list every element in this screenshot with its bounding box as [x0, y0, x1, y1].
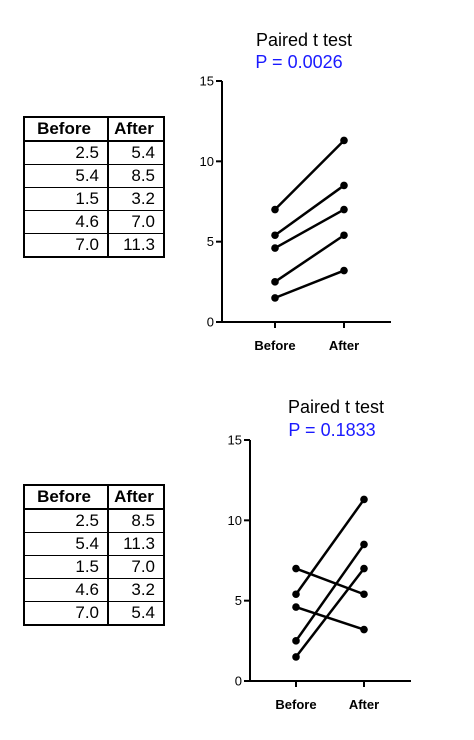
- before-point: [292, 603, 300, 611]
- after-point: [340, 136, 348, 145]
- table-header-before: Before: [23, 116, 109, 142]
- table-cell: 7.0: [107, 555, 165, 579]
- data-table-2: Before After 2.5 8.5 5.4 11.3 1.5 7.0 4.…: [23, 484, 165, 626]
- before-point: [271, 278, 279, 286]
- y-tick-label: 15: [200, 74, 214, 89]
- y-tick-label: 10: [228, 513, 242, 528]
- y-tick-label: 0: [235, 674, 242, 689]
- pair-line: [274, 184, 345, 237]
- pair-line: [294, 543, 366, 642]
- table-header-row: Before After: [23, 484, 165, 510]
- table-row: 1.5 3.2: [23, 187, 165, 211]
- after-point: [340, 205, 348, 214]
- table-header-row: Before After: [23, 116, 165, 142]
- x-tick-label: After: [349, 697, 379, 712]
- y-tick-label: 10: [200, 154, 214, 169]
- before-point: [271, 244, 279, 252]
- before-point: [271, 205, 279, 214]
- table-cell: 1.5: [23, 187, 109, 211]
- after-point: [360, 495, 368, 504]
- before-point: [271, 294, 279, 302]
- before-point: [292, 637, 300, 645]
- table-cell: 7.0: [107, 210, 165, 234]
- pair-line: [274, 139, 345, 211]
- table-row: 7.0 5.4: [23, 601, 165, 626]
- table-cell: 7.0: [23, 233, 109, 258]
- y-tick-label: 5: [207, 234, 214, 249]
- chart-title: Paired t test: [288, 397, 384, 417]
- before-point: [292, 590, 300, 599]
- table-cell: 7.0: [23, 601, 109, 626]
- pair-line: [274, 208, 345, 250]
- y-tick-label: 15: [228, 433, 242, 448]
- x-tick-label: After: [329, 338, 359, 353]
- before-point: [271, 231, 279, 240]
- table-cell: 5.4: [107, 601, 165, 626]
- table-row: 4.6 3.2: [23, 578, 165, 602]
- after-point: [360, 625, 368, 634]
- table-header-after: After: [107, 116, 165, 142]
- y-tick-label: 5: [235, 593, 242, 608]
- table-cell: 4.6: [23, 210, 109, 234]
- table-row: 1.5 7.0: [23, 555, 165, 579]
- before-point: [292, 564, 300, 573]
- pair-line: [294, 498, 366, 595]
- data-table-1: Before After 2.5 5.4 5.4 8.5 1.5 3.2 4.6…: [23, 116, 165, 258]
- y-tick-label: 0: [207, 315, 214, 330]
- paired-chart-1: Paired t test P = 0.0026 0 5 10 15 Before Aft…: [200, 30, 391, 353]
- pair-line: [295, 567, 365, 596]
- after-point: [360, 564, 368, 573]
- table-cell: 11.3: [107, 233, 165, 258]
- chart-title: Paired t test: [256, 30, 352, 50]
- table-cell: 11.3: [107, 532, 165, 556]
- table-row: 2.5 5.4: [23, 140, 165, 165]
- p-value-label: P = 0.1833: [288, 420, 375, 440]
- paired-chart-2: Paired t test P = 0.1833 0 5 10 15 Before Aft…: [228, 397, 411, 712]
- table-cell: 4.6: [23, 578, 109, 602]
- table-header-after: After: [107, 484, 165, 510]
- table-cell: 5.4: [23, 532, 109, 556]
- pair-line: [295, 605, 365, 631]
- table-row: 4.6 7.0: [23, 210, 165, 234]
- table-row: 5.4 11.3: [23, 532, 165, 556]
- pair-line: [274, 269, 345, 300]
- table-cell: 3.2: [107, 187, 165, 211]
- table-header-before: Before: [23, 484, 109, 510]
- after-point: [340, 181, 348, 190]
- before-point: [292, 653, 300, 661]
- table-cell: 1.5: [23, 555, 109, 579]
- table-cell: 3.2: [107, 578, 165, 602]
- table-cell: 2.5: [23, 140, 109, 165]
- after-point: [340, 266, 348, 275]
- pair-line: [295, 567, 365, 658]
- after-point: [360, 590, 368, 599]
- x-tick-label: Before: [275, 697, 316, 712]
- table-row: 7.0 11.3: [23, 233, 165, 258]
- after-point: [340, 231, 348, 240]
- x-tick-label: Before: [254, 338, 295, 353]
- after-point: [360, 540, 368, 549]
- p-value-label: P = 0.0026: [255, 52, 342, 72]
- pair-line: [274, 234, 345, 283]
